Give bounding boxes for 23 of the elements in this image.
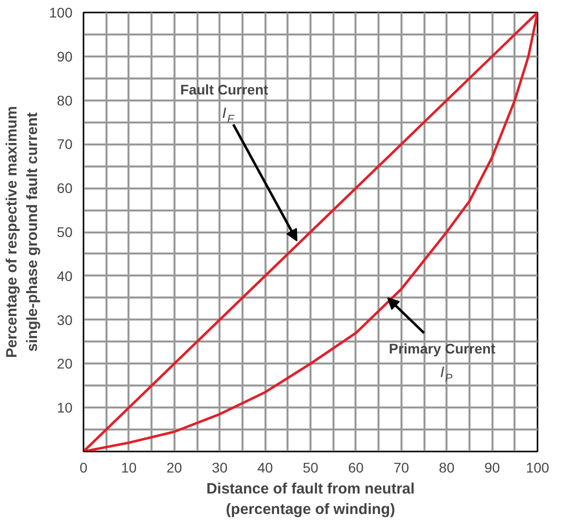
- y-tick-label: 40: [56, 268, 73, 284]
- x-tick-label: 0: [80, 460, 88, 476]
- y-tick-label: 70: [56, 136, 73, 152]
- x-tick-label: 20: [166, 460, 182, 476]
- y-tick-label: 10: [56, 400, 73, 416]
- y-tick-label: 80: [56, 92, 73, 108]
- x-tick-label: 10: [121, 460, 137, 476]
- x-axis-title: Distance of fault from neutral (percentage of winding): [206, 480, 415, 518]
- y-tick-label: 90: [56, 48, 73, 64]
- x-tick-label: 60: [348, 460, 364, 476]
- y-tick-label: 50: [56, 224, 73, 240]
- y-tick-label: 60: [56, 180, 73, 196]
- x-tick-label: 30: [212, 460, 228, 476]
- y-tick-label: 30: [56, 312, 73, 328]
- x-tick-label: 90: [484, 460, 500, 476]
- x-tick-label: 70: [394, 460, 410, 476]
- x-tick-label: 40: [257, 460, 274, 476]
- y-tick-label: 20: [56, 356, 73, 372]
- y-axis-title: Percentage of respective maximum single-phase ground fault current: [4, 106, 42, 358]
- x-tick-label: 50: [302, 460, 318, 476]
- y-tick-label: 100: [49, 4, 73, 20]
- x-tick-label: 80: [438, 460, 455, 476]
- x-tick-label: 100: [526, 460, 550, 476]
